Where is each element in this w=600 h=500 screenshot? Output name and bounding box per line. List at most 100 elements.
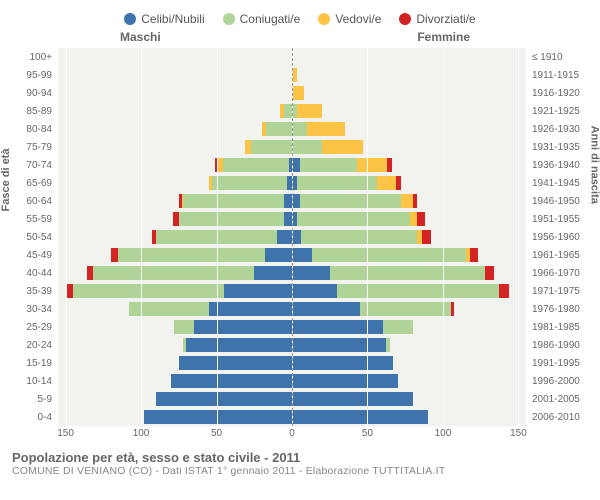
birth-label: 2006-2010 — [526, 408, 590, 426]
bar-segment — [292, 158, 300, 172]
bar-segment — [179, 356, 292, 370]
chart-footer: Popolazione per età, sesso e stato civil… — [0, 446, 600, 477]
bar-segment — [179, 212, 285, 226]
male-bar — [111, 248, 292, 262]
bar-segment — [144, 410, 292, 424]
male-bar — [280, 104, 292, 118]
age-label: 20-24 — [10, 336, 58, 354]
bar-segment — [223, 158, 289, 172]
male-bar — [87, 266, 292, 280]
bar-segment — [322, 140, 363, 154]
bar-segment — [292, 410, 428, 424]
bar-segment — [212, 176, 287, 190]
female-bar — [292, 338, 390, 352]
plot-area — [58, 48, 526, 426]
birth-label: 1916-1920 — [526, 84, 590, 102]
chart-subtitle: COMUNE DI VENIANO (CO) - Dati ISTAT 1° g… — [12, 465, 588, 477]
center-line — [292, 48, 293, 426]
x-tick: 50 — [211, 428, 222, 439]
bar-segment — [377, 176, 397, 190]
bar-segment — [111, 248, 119, 262]
x-tick: 100 — [435, 428, 452, 439]
bar-segment — [183, 194, 284, 208]
bar-segment — [174, 320, 194, 334]
grid-line — [443, 48, 444, 426]
bar-segment — [301, 230, 417, 244]
bar-segment — [186, 338, 292, 352]
bar-segment — [297, 212, 410, 226]
bar-segment — [297, 176, 377, 190]
bar-segment — [292, 140, 322, 154]
bar-segment — [284, 104, 292, 118]
grid-line — [66, 48, 67, 426]
birth-label: 1966-1970 — [526, 264, 590, 282]
age-label: 55-59 — [10, 210, 58, 228]
male-bar — [179, 194, 292, 208]
age-label: 80-84 — [10, 120, 58, 138]
birth-label: 1951-1955 — [526, 210, 590, 228]
bar-segment — [383, 320, 413, 334]
bar-segment — [224, 284, 292, 298]
legend-dot-icon — [318, 13, 330, 25]
birth-label: 1926-1930 — [526, 120, 590, 138]
female-bar — [292, 230, 431, 244]
age-label: 65-69 — [10, 174, 58, 192]
grid-line — [217, 48, 218, 426]
y-axis-right: ≤ 19101911-19151916-19201921-19251926-19… — [526, 48, 590, 426]
male-bar — [262, 122, 292, 136]
male-bar — [173, 212, 292, 226]
birth-label: 1996-2000 — [526, 372, 590, 390]
female-bar — [292, 212, 425, 226]
bar-segment — [387, 158, 392, 172]
age-label: 70-74 — [10, 156, 58, 174]
age-label: 45-49 — [10, 246, 58, 264]
bar-segment — [292, 248, 312, 262]
female-bar — [292, 302, 454, 316]
age-label: 50-54 — [10, 228, 58, 246]
legend-label: Divorziati/e — [416, 12, 475, 26]
grid-line — [518, 48, 519, 426]
bar-segment — [357, 158, 387, 172]
legend-item: Vedovi/e — [318, 12, 381, 26]
bar-segment — [266, 122, 292, 136]
female-bar — [292, 374, 398, 388]
male-bar — [129, 302, 292, 316]
male-bar — [183, 338, 292, 352]
female-bar — [292, 140, 363, 154]
age-label: 15-19 — [10, 354, 58, 372]
x-tick: 100 — [133, 428, 150, 439]
bar-segment — [396, 176, 401, 190]
age-label: 85-89 — [10, 102, 58, 120]
bar-segment — [401, 194, 413, 208]
birth-label: 1971-1975 — [526, 282, 590, 300]
male-bar — [171, 374, 292, 388]
male-header: Maschi — [120, 30, 161, 44]
bar-segment — [337, 284, 499, 298]
x-tick: 150 — [57, 428, 74, 439]
age-label: 25-29 — [10, 318, 58, 336]
bar-segment — [292, 374, 398, 388]
birth-label: 1931-1935 — [526, 138, 590, 156]
birth-label: 1961-1965 — [526, 246, 590, 264]
x-axis: 15010050050100150 — [10, 426, 590, 446]
male-bar — [209, 176, 292, 190]
male-bar — [245, 140, 292, 154]
female-bar — [292, 320, 413, 334]
age-label: 0-4 — [10, 408, 58, 426]
grid-line — [141, 48, 142, 426]
bar-segment — [451, 302, 454, 316]
age-label: 30-34 — [10, 300, 58, 318]
bar-segment — [300, 194, 401, 208]
bar-segment — [292, 338, 386, 352]
female-bar — [292, 266, 494, 280]
bar-segment — [209, 302, 292, 316]
bar-segment — [292, 86, 304, 100]
bar-segment — [284, 212, 292, 226]
bar-segment — [93, 266, 255, 280]
bar-segment — [292, 302, 360, 316]
x-tick: 150 — [510, 428, 527, 439]
female-header: Femmine — [417, 30, 470, 44]
bar-segment — [417, 212, 425, 226]
female-bar — [292, 158, 392, 172]
birth-label: 1976-1980 — [526, 300, 590, 318]
